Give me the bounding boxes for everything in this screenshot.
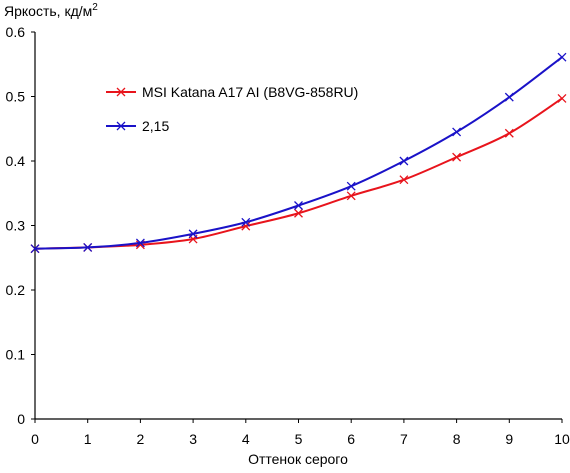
x-tick-label: 4 — [242, 431, 250, 447]
data-point-marker — [452, 152, 462, 162]
x-tick-label: 9 — [505, 431, 513, 447]
legend-label: MSI Katana A17 AI (B8VG-858RU) — [142, 84, 358, 100]
series-0 — [30, 93, 567, 254]
y-tick-label: 0.1 — [6, 347, 26, 363]
x-axis-title: Оттенок серого — [248, 451, 348, 467]
data-point-marker — [241, 217, 251, 227]
x-tick-label: 1 — [84, 431, 92, 447]
legend-swatch-marker — [116, 87, 126, 97]
data-point-marker — [346, 191, 356, 201]
y-axis-title-text: Яркость, кд/м — [4, 3, 92, 19]
data-point-marker — [135, 238, 145, 248]
y-tick-label: 0.4 — [6, 153, 26, 169]
data-point-marker — [399, 156, 409, 166]
x-tick-label: 0 — [31, 431, 39, 447]
series-line — [34, 97, 563, 250]
data-point-marker — [188, 229, 198, 239]
data-point-marker — [399, 175, 409, 185]
legend-swatch-marker — [116, 121, 126, 131]
data-point-marker — [83, 242, 93, 252]
x-tick-label: 3 — [189, 431, 197, 447]
data-point-marker — [504, 128, 514, 138]
y-tick-label: 0 — [17, 411, 25, 427]
data-point-marker — [557, 93, 567, 103]
y-tick-label: 0.6 — [6, 24, 26, 40]
y-axis-title: Яркость, кд/м2 — [4, 2, 98, 19]
legend-item-0: MSI Katana A17 AI (B8VG-858RU) — [106, 84, 358, 100]
legend: MSI Katana A17 AI (B8VG-858RU) 2,15 — [106, 84, 358, 134]
data-point-marker — [30, 244, 40, 254]
axes: 0 0.1 0.2 0.3 0.4 0.5 0.6 0 1 2 3 4 5 6 7 8 9 10 — [6, 24, 570, 447]
y-tick-label: 0.3 — [6, 218, 26, 234]
x-tick-label: 10 — [554, 431, 570, 447]
x-tick-label: 5 — [295, 431, 303, 447]
x-tick-label: 6 — [347, 431, 355, 447]
legend-label: 2,15 — [142, 118, 169, 134]
y-tick-label: 0.2 — [6, 282, 26, 298]
x-tick-label: 8 — [453, 431, 461, 447]
data-point-marker — [452, 127, 462, 137]
data-point-marker — [294, 208, 303, 218]
data-point-marker — [346, 181, 356, 191]
x-tick-label: 2 — [137, 431, 145, 447]
y-axis-title-superscript: 2 — [92, 2, 98, 13]
x-tick-label: 7 — [400, 431, 408, 447]
data-point-marker — [557, 52, 567, 62]
y-tick-label: 0.5 — [6, 89, 26, 105]
series-layer — [30, 52, 567, 254]
legend-item-1: 2,15 — [106, 118, 169, 134]
data-point-marker — [504, 92, 514, 102]
series-1 — [30, 52, 567, 254]
data-point-marker — [294, 201, 303, 210]
